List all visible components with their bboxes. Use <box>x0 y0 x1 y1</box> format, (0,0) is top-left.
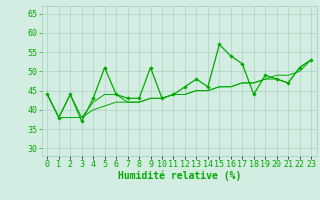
X-axis label: Humidité relative (%): Humidité relative (%) <box>117 171 241 181</box>
